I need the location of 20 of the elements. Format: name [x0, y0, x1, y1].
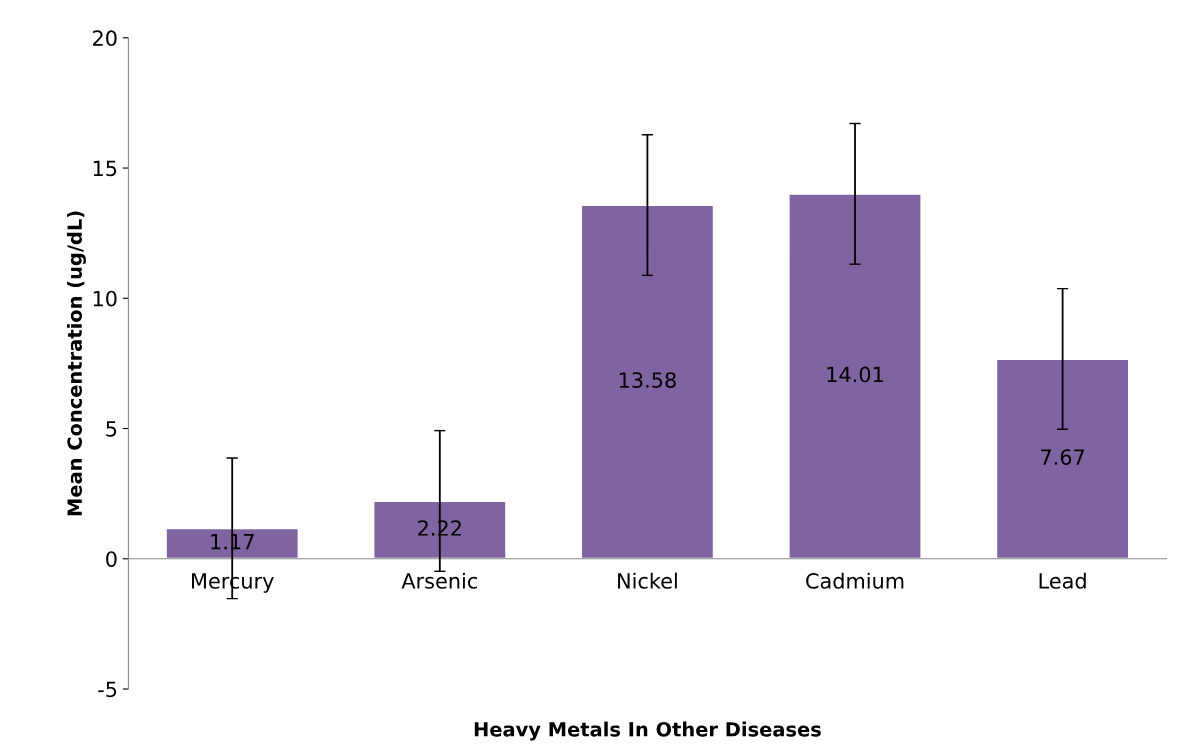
- y-tick-label: 15: [93, 160, 117, 177]
- bar: [787, 192, 923, 560]
- bar: [995, 357, 1131, 560]
- data-label: 13.58: [619, 372, 676, 388]
- x-tick-label: Nickel: [618, 572, 677, 589]
- y-tick-label: 5: [106, 421, 117, 437]
- y-tick-label: 0: [106, 551, 117, 567]
- x-tick-label: Arsenic: [401, 572, 477, 589]
- x-tick-label: Lead: [1039, 572, 1086, 589]
- y-tick-label: 20: [93, 30, 117, 47]
- bar: [372, 499, 508, 560]
- y-tick-label: 10: [93, 290, 117, 307]
- x-axis-title: Heavy Metals In Other Diseases: [474, 721, 821, 741]
- bar: [164, 527, 300, 560]
- data-label: 7.67: [1041, 449, 1085, 465]
- x-tick-label: Cadmium: [806, 572, 904, 589]
- y-tick-label: -5: [98, 681, 117, 698]
- y-axis-title: Mean Concentration (ug/dL): [66, 211, 86, 516]
- data-label: 14.01: [827, 366, 883, 383]
- bar: [579, 203, 715, 560]
